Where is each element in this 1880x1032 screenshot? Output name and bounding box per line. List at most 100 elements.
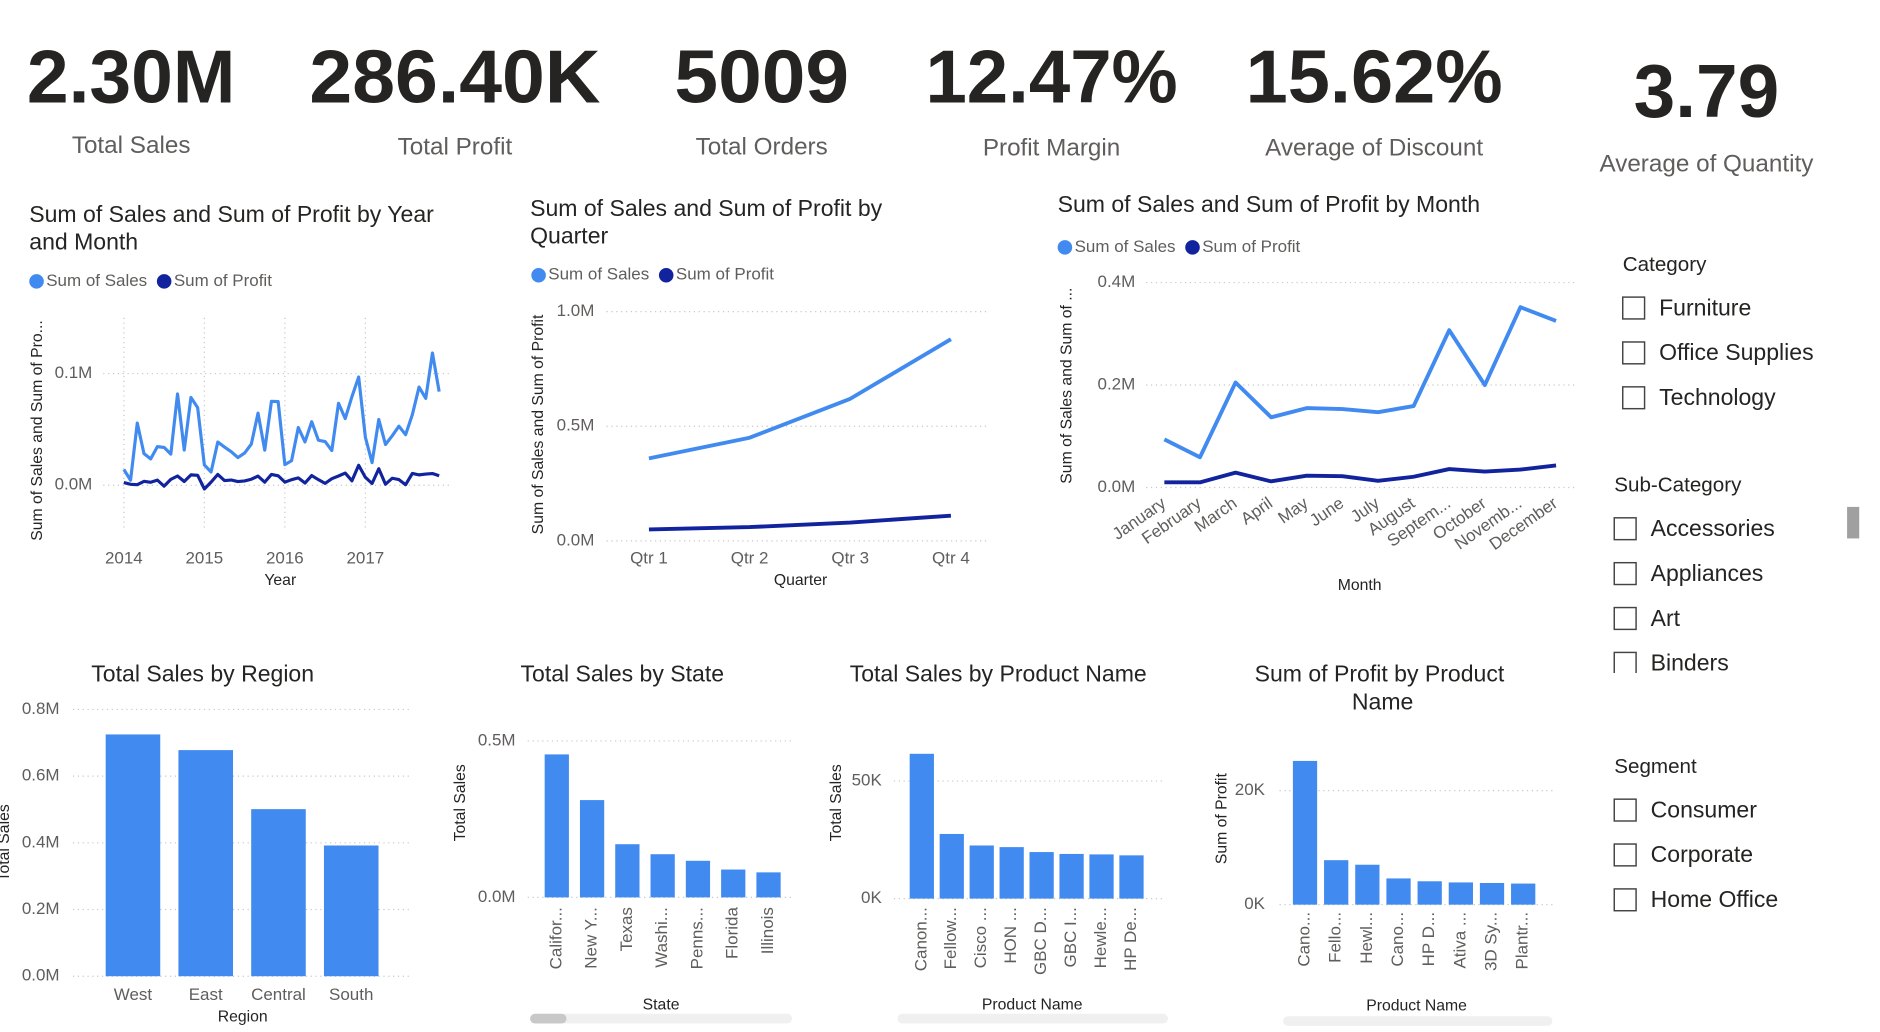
- bar: [615, 844, 640, 898]
- y-tick-label: 0.5M: [478, 730, 516, 749]
- bar: [1029, 852, 1054, 899]
- checkbox[interactable]: [1613, 843, 1637, 867]
- legend-label: Sum of Profit: [174, 271, 272, 290]
- kpi-label: Profit Margin: [983, 135, 1120, 162]
- legend-marker: [156, 274, 172, 289]
- x-tick-label: Cano...: [1295, 912, 1314, 967]
- x-tick-label: 3D Sy...: [1482, 912, 1501, 971]
- y-tick-label: 0.0M: [22, 966, 60, 985]
- x-axis-title: State: [643, 996, 680, 1013]
- bar: [323, 845, 379, 977]
- x-tick-label: Central: [251, 985, 306, 1004]
- x-tick-label: Penns...: [687, 907, 706, 969]
- x-tick-label: April: [1237, 493, 1276, 528]
- line-series: [648, 513, 952, 532]
- x-tick-label: Qtr 4: [932, 549, 970, 568]
- x-axis-title: Product Name: [1366, 998, 1467, 1015]
- checkbox[interactable]: [1613, 517, 1637, 541]
- legend-label: Sum of Profit: [676, 265, 774, 284]
- bar: [1448, 882, 1473, 905]
- checkbox[interactable]: [1613, 561, 1637, 586]
- chart: Total Sales by State State Total Sales 0.0M…: [452, 661, 795, 1024]
- x-tick-label: Ativa ...: [1450, 912, 1469, 969]
- slicer-item[interactable]: Office Supplies: [1659, 339, 1813, 365]
- slicer-item[interactable]: Home Office: [1651, 886, 1779, 912]
- line-series: [123, 463, 440, 491]
- bar: [1386, 878, 1411, 905]
- x-tick-label: Cano...: [1388, 912, 1407, 967]
- y-tick-label: 0K: [1244, 894, 1265, 913]
- chart-title: Sum of Sales and Sum of Profit by Year a…: [29, 201, 440, 255]
- bar: [251, 809, 306, 977]
- kpi-value: 15.62%: [1246, 34, 1503, 118]
- y-tick-label: 0.0M: [478, 887, 516, 906]
- checkbox[interactable]: [1613, 888, 1637, 912]
- checkbox[interactable]: [1622, 386, 1646, 410]
- checkbox[interactable]: [1622, 341, 1646, 365]
- y-axis-title: Sum of Sales and Sum of Pro...: [29, 320, 46, 541]
- line-series: [1164, 463, 1557, 485]
- bar: [178, 750, 234, 977]
- y-tick-label: 20K: [1235, 780, 1266, 799]
- bar: [1324, 860, 1349, 905]
- chart: Sum of Profit by Product Name Product Nam…: [1214, 661, 1553, 1026]
- slicer: Segment Consumer Corporate Home Office: [1613, 755, 1779, 912]
- checkbox[interactable]: [1613, 606, 1637, 631]
- kpi-label: Total Sales: [72, 132, 191, 159]
- kpi-value: 3.79: [1634, 49, 1780, 133]
- x-tick-label: Hewl...: [1357, 912, 1376, 964]
- x-tick-label: Califor...: [546, 907, 565, 969]
- slicer-item[interactable]: Appliances: [1651, 560, 1764, 586]
- x-tick-label: HON ...: [1001, 907, 1020, 964]
- y-tick-label: 0.4M: [1098, 272, 1136, 291]
- bar: [939, 833, 964, 899]
- x-tick-label: Qtr 3: [831, 549, 869, 568]
- x-tick-label: Fellow...: [941, 907, 960, 969]
- x-tick-label: Hewle...: [1091, 907, 1110, 968]
- scrollbar-thumb[interactable]: [530, 1013, 567, 1024]
- kpi-label: Total Orders: [696, 133, 828, 160]
- x-tick-label: 2017: [346, 549, 384, 568]
- x-axis-title: Region: [218, 1009, 268, 1026]
- slicer-item[interactable]: Binders: [1651, 650, 1729, 676]
- slicer-item[interactable]: Accessories: [1651, 515, 1775, 541]
- x-axis-title: Quarter: [774, 572, 827, 589]
- slicer-item[interactable]: Corporate: [1651, 841, 1753, 867]
- y-tick-label: 50K: [852, 771, 883, 790]
- y-axis-title: Sum of Sales and Sum of Profit: [530, 314, 547, 534]
- y-axis-title: Total Sales: [452, 764, 469, 841]
- x-tick-label: West: [114, 985, 153, 1004]
- x-tick-label: Cisco ...: [971, 907, 990, 968]
- slicer: Category Furniture Office Supplies Technolo…: [1622, 253, 1814, 410]
- legend-marker: [1185, 240, 1200, 255]
- legend-label: Sum of Sales: [46, 271, 147, 290]
- checkbox[interactable]: [1613, 798, 1637, 822]
- slicer-item[interactable]: Technology: [1659, 384, 1776, 410]
- y-tick-label: 1.0M: [557, 301, 595, 320]
- x-tick-label: Washi...: [652, 907, 671, 968]
- x-tick-label: 2016: [266, 549, 304, 568]
- bar: [105, 734, 161, 977]
- x-tick-label: 2015: [185, 549, 223, 568]
- kpi-value: 5009: [674, 34, 849, 118]
- legend-marker: [531, 268, 546, 283]
- scrollbar-track[interactable]: [1283, 1016, 1553, 1026]
- slicer-title: Sub-Category: [1614, 474, 1742, 497]
- slicer-item[interactable]: Furniture: [1659, 294, 1751, 320]
- scrollbar-track[interactable]: [897, 1013, 1168, 1024]
- x-tick-label: GBC D...: [1031, 907, 1050, 975]
- scrollbar-track[interactable]: [530, 1013, 793, 1024]
- x-tick-label: May: [1274, 493, 1312, 527]
- scrollbar-thumb[interactable]: [1847, 506, 1860, 539]
- checkbox[interactable]: [1622, 296, 1646, 320]
- slicer-item[interactable]: Consumer: [1651, 796, 1758, 822]
- y-axis-title: Sum of Profit: [1214, 772, 1231, 864]
- bar: [579, 800, 605, 898]
- checkbox[interactable]: [1613, 651, 1637, 674]
- kpi-label: Total Profit: [398, 133, 513, 160]
- chart-title: Sum of Profit by Product Name: [1255, 661, 1511, 715]
- bar: [685, 860, 711, 898]
- bar: [756, 872, 781, 898]
- chart: Total Sales by Region Region Total Sales 0.…: [0, 661, 411, 1026]
- slicer-item[interactable]: Art: [1651, 605, 1681, 631]
